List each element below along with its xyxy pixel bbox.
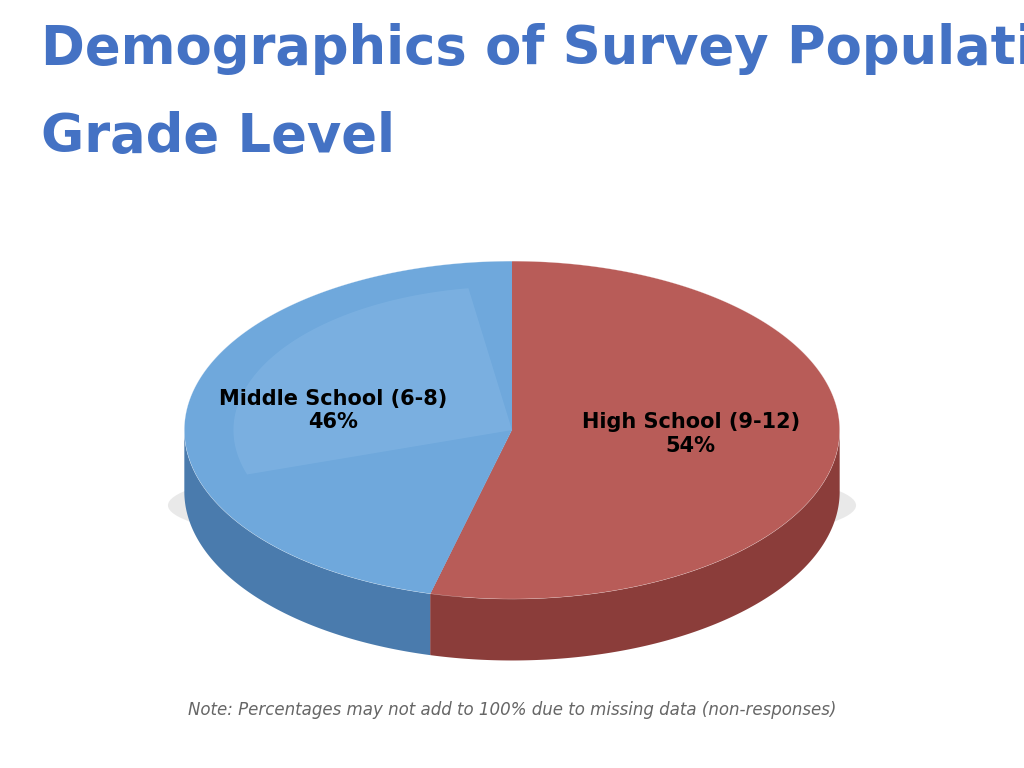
Polygon shape: [430, 261, 840, 599]
Text: Grade Level: Grade Level: [41, 111, 395, 164]
Text: High School (9-12)
54%: High School (9-12) 54%: [582, 412, 800, 455]
Polygon shape: [430, 431, 840, 660]
Polygon shape: [184, 431, 430, 655]
Text: Demographics of Survey Population:: Demographics of Survey Population:: [41, 23, 1024, 75]
Polygon shape: [430, 430, 512, 655]
Polygon shape: [184, 261, 512, 594]
Polygon shape: [233, 288, 512, 475]
Ellipse shape: [168, 459, 856, 552]
Text: Middle School (6-8)
46%: Middle School (6-8) 46%: [219, 389, 447, 432]
Text: Note: Percentages may not add to 100% due to missing data (non-responses): Note: Percentages may not add to 100% du…: [187, 701, 837, 720]
